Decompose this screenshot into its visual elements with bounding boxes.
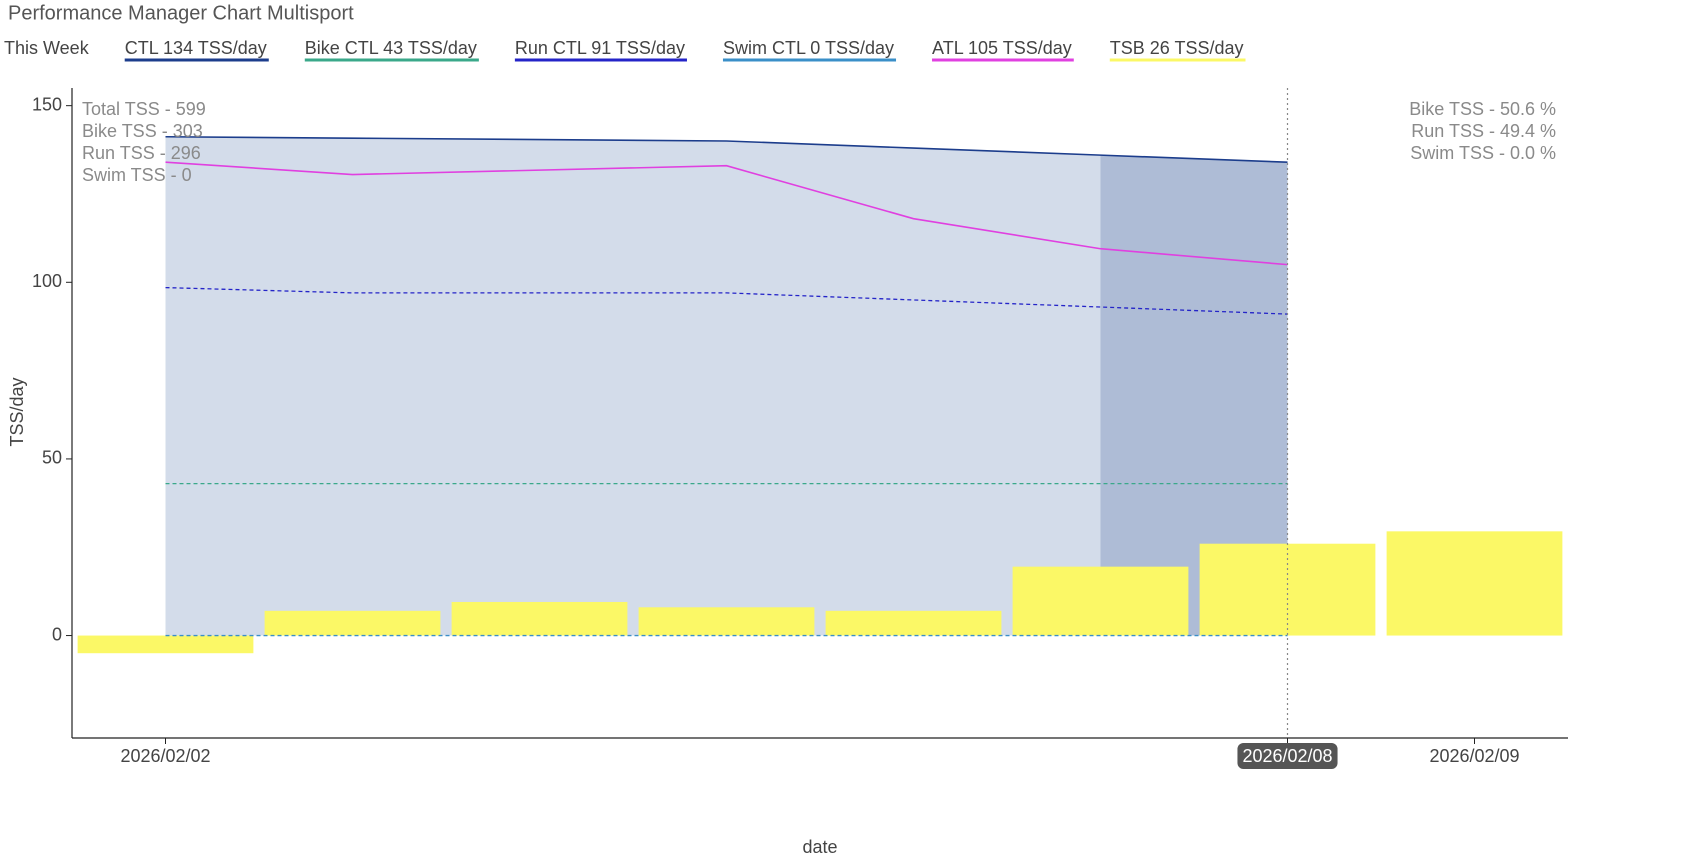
legend-label: ATL 105 TSS/day	[932, 38, 1072, 58]
legend-prefix: This Week	[4, 38, 90, 58]
bar	[77, 635, 254, 654]
bar	[451, 601, 628, 636]
y-tick-label: 0	[52, 624, 62, 644]
y-tick-label: 100	[32, 271, 62, 291]
line	[165, 286, 1288, 315]
stat-note: Swim TSS - 0	[82, 165, 192, 185]
x-tick-highlight	[1237, 743, 1338, 769]
stat-note: Total TSS - 599	[82, 99, 206, 119]
bar	[1012, 566, 1189, 636]
legend-label: TSB 26 TSS/day	[1110, 38, 1244, 58]
legend-label: Run CTL 91 TSS/day	[515, 38, 685, 58]
legend-label: Swim CTL 0 TSS/day	[723, 38, 894, 58]
y-tick-label: 50	[42, 448, 62, 468]
bar	[264, 610, 441, 636]
highlight-area	[1100, 155, 1288, 636]
area	[165, 136, 1288, 636]
line	[165, 135, 1288, 163]
stat-note: Bike TSS - 303	[82, 121, 203, 141]
line	[165, 161, 1288, 266]
y-axis-label: TSS/day	[7, 377, 27, 446]
bar	[638, 607, 815, 636]
stat-note: Bike TSS - 50.6 %	[1409, 99, 1556, 119]
stat-note: Swim TSS - 0.0 %	[1410, 143, 1556, 163]
bar	[825, 610, 1002, 636]
x-axis-label: date	[802, 837, 837, 857]
bar	[1386, 531, 1563, 636]
x-tick-label: 2026/02/08	[1242, 746, 1332, 766]
x-tick-label: 2026/02/02	[120, 746, 210, 766]
stat-note: Run TSS - 49.4 %	[1411, 121, 1556, 141]
y-tick-label: 150	[32, 94, 62, 114]
legend-label: Bike CTL 43 TSS/day	[305, 38, 477, 58]
x-tick-label: 2026/02/09	[1429, 746, 1519, 766]
legend-label: CTL 134 TSS/day	[125, 38, 267, 58]
stat-note: Run TSS - 296	[82, 143, 201, 163]
chart-title: Performance Manager Chart Multisport	[8, 2, 354, 24]
